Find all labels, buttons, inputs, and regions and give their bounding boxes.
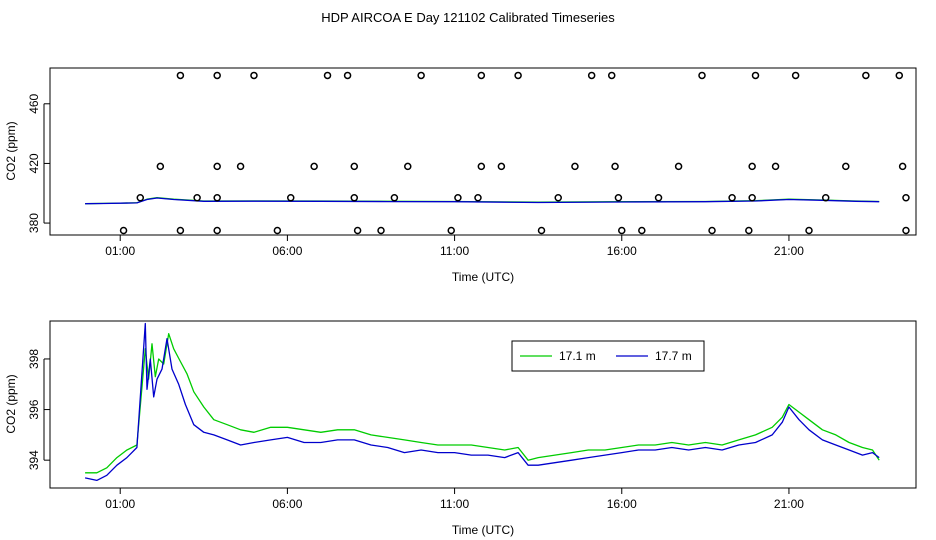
calibration-point: [708, 226, 716, 235]
calibration-point: [751, 71, 760, 80]
series-line-2: [84, 322, 880, 482]
x-tick-label: 21:00: [774, 244, 804, 258]
calibration-point: [537, 226, 546, 235]
calibration-point: [350, 193, 359, 202]
calibration-point: [654, 193, 663, 202]
bottom-y-axis-label: CO2 (ppm): [4, 374, 18, 433]
calibration-point: [176, 71, 185, 80]
calibration-point: [136, 193, 145, 202]
calibration-point: [748, 193, 756, 202]
calibration-point: [638, 226, 646, 235]
legend-label-series-1: 17.1 m: [559, 349, 596, 363]
calibration-point: [353, 226, 362, 235]
calibration-point: [771, 162, 780, 171]
bottom-plot-marks: 01:00 06:00 11:00 16:00 21:00 394 396 398: [27, 322, 880, 511]
calibration-point: [902, 193, 910, 202]
legend-label-series-2: 17.7 m: [655, 349, 692, 363]
calibration-point: [898, 162, 907, 171]
calibration-point: [350, 162, 359, 171]
series-line-1: [85, 333, 880, 474]
calibration-point: [614, 193, 623, 202]
calibration-point: [213, 162, 221, 171]
top-y-axis-label: CO2 (ppm): [4, 121, 18, 180]
x-tick-label: 11:00: [440, 244, 469, 258]
top-x-axis-label: Time (UTC): [452, 270, 514, 284]
calibration-point: [119, 226, 128, 235]
calibration-point: [611, 162, 619, 171]
calibration-point: [728, 193, 736, 202]
top-plot-marks: 01:00 06:00 11:00 16:00 21:00 380 420 460: [27, 71, 910, 258]
series-line-2: [85, 197, 880, 205]
calibration-point: [213, 71, 221, 80]
x-tick-label: 16:00: [607, 497, 637, 511]
calibration-point: [250, 71, 258, 80]
calibration-point: [745, 226, 753, 235]
x-tick-label: 21:00: [774, 497, 804, 511]
calibration-point: [607, 71, 616, 80]
calibration-point: [273, 226, 282, 235]
top-panel: Time (UTC) CO2 (ppm) 01:00 06:00 11:00 16:0…: [4, 67, 917, 284]
y-tick-label: 420: [27, 153, 41, 173]
calibration-point: [571, 162, 579, 171]
y-tick-label: 460: [27, 93, 41, 113]
calibration-point: [310, 162, 318, 171]
x-tick-label: 16:00: [607, 244, 637, 258]
top-plot-frame: [49, 67, 917, 236]
bottom-plot-frame: [49, 320, 917, 489]
calibration-point: [698, 71, 706, 80]
y-tick-label: 398: [27, 349, 41, 369]
calibration-point: [477, 71, 486, 80]
calibration-point: [554, 193, 562, 202]
y-tick-label: 394: [27, 450, 41, 470]
calibration-point: [404, 162, 412, 171]
calibration-point: [156, 162, 165, 171]
calibration-point: [497, 162, 506, 171]
calibration-point: [791, 71, 800, 80]
calibration-point: [474, 193, 482, 202]
y-tick-label: 396: [27, 399, 41, 419]
calibration-point: [176, 226, 185, 235]
calibration-point: [236, 162, 245, 171]
calibration-point: [821, 193, 830, 202]
x-tick-label: 01:00: [105, 244, 135, 258]
legend: 17.1 m 17.7 m: [511, 340, 705, 372]
calibration-point: [895, 71, 904, 80]
calibration-point: [618, 226, 626, 235]
x-tick-label: 11:00: [440, 497, 469, 511]
calibration-point: [417, 71, 425, 80]
calibration-point: [213, 193, 221, 202]
calibration-point: [213, 226, 221, 235]
calibration-point: [193, 193, 201, 202]
calibration-point: [477, 162, 486, 171]
calibration-point: [842, 162, 850, 171]
calibration-point: [454, 193, 462, 202]
y-tick-label: 380: [27, 213, 41, 233]
calibration-point: [902, 226, 910, 235]
calibration-point: [286, 193, 295, 202]
calibration-point: [377, 226, 385, 235]
calibration-point: [343, 71, 352, 80]
x-tick-label: 01:00: [105, 497, 135, 511]
figure-title: HDP AIRCOA E Day 121102 Calibrated Times…: [321, 10, 615, 25]
calibration-point: [587, 71, 596, 80]
calibration-point: [323, 71, 332, 80]
calibration-point: [447, 226, 455, 235]
calibration-point: [748, 162, 756, 171]
bottom-panel: Time (UTC) CO2 (ppm) 01:00 06:00 11:00 16:0…: [4, 320, 917, 537]
x-tick-label: 06:00: [272, 244, 302, 258]
x-tick-label: 06:00: [272, 497, 302, 511]
calibration-point: [390, 193, 399, 202]
calibration-point: [514, 71, 522, 80]
bottom-x-axis-label: Time (UTC): [452, 523, 514, 537]
calibration-point: [674, 162, 683, 171]
calibration-point: [805, 226, 813, 235]
calibration-point: [862, 71, 870, 80]
